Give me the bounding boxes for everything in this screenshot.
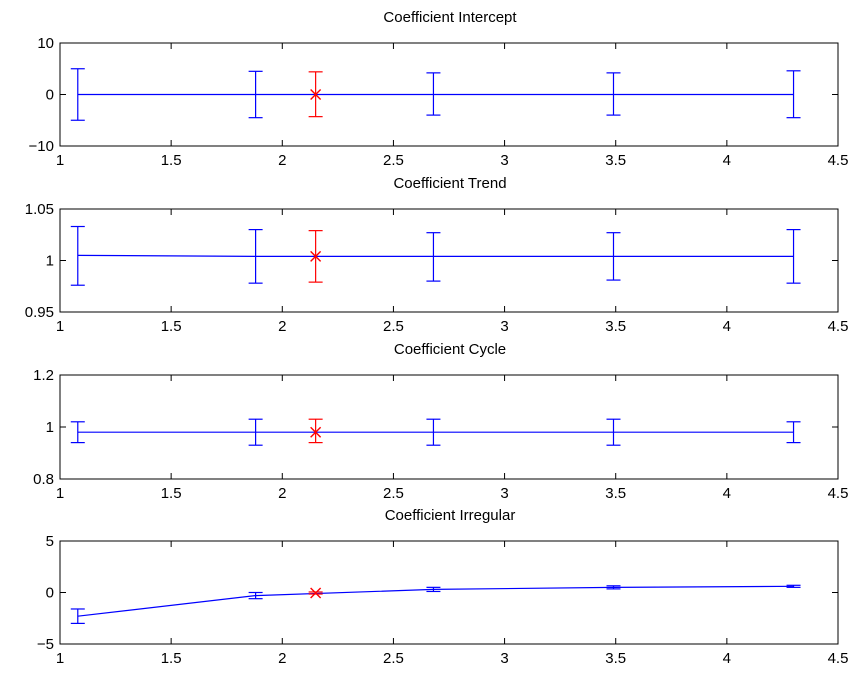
x-tick-label: 2	[278, 318, 286, 335]
x-tick-label: 3.5	[605, 650, 626, 667]
x-tick-label: 1.5	[161, 318, 182, 335]
y-tick-label: 0	[46, 585, 54, 602]
y-tick-label: 10	[37, 35, 54, 52]
error-bar	[606, 72, 621, 116]
x-tick-label: 4	[723, 152, 731, 169]
x-tick-label: 4	[723, 650, 731, 667]
y-tick-label: 1.05	[25, 201, 54, 218]
highlight-marker	[310, 89, 322, 100]
x-tick-label: 1	[56, 485, 64, 502]
highlight-point	[308, 71, 323, 118]
error-bar	[606, 232, 621, 281]
y-tick-label: −10	[29, 138, 54, 155]
x-tick-label: 3	[500, 650, 508, 667]
subplot-title: Coefficient Irregular	[385, 507, 516, 524]
x-tick-label: 2	[278, 650, 286, 667]
y-tick-label: −5	[37, 636, 54, 653]
error-bar	[248, 418, 263, 446]
error-bar	[786, 229, 801, 284]
error-bar	[426, 586, 441, 593]
error-bar	[70, 421, 85, 444]
error-bar	[70, 225, 85, 286]
axes-box	[59, 208, 839, 313]
highlight-point	[308, 418, 323, 444]
error-bar	[248, 229, 263, 284]
x-tick-label: 4.5	[828, 152, 849, 169]
x-tick-label: 2.5	[383, 650, 404, 667]
x-tick-label: 4.5	[828, 318, 849, 335]
error-bar	[426, 418, 441, 446]
x-tick-label: 1.5	[161, 650, 182, 667]
series-line	[77, 585, 794, 617]
x-tick-label: 4	[723, 485, 731, 502]
subplot-title: Coefficient Cycle	[394, 341, 506, 358]
error-bar	[426, 72, 441, 116]
highlight-marker	[310, 250, 322, 262]
series-line	[77, 254, 794, 257]
x-tick-label: 1	[56, 152, 64, 169]
highlight-marker	[310, 587, 322, 599]
error-bar	[70, 68, 85, 121]
error-bar	[606, 418, 621, 446]
x-tick-label: 3.5	[605, 318, 626, 335]
subplot-irregular: Coefficient Irregular 1 1.5 2 2.5 3 3.5 4 4.5 −5…	[37, 507, 849, 667]
x-tick-label: 2	[278, 152, 286, 169]
subplot-cycle: Coefficient Cycle 1 1.5 2 2.5 3 3.5 4 4.50.811.…	[33, 341, 848, 502]
y-tick-label: 1	[46, 253, 54, 270]
x-tick-label: 1	[56, 650, 64, 667]
x-tick-label: 4	[723, 318, 731, 335]
axes-box	[59, 540, 839, 645]
x-tick-label: 2.5	[383, 318, 404, 335]
x-tick-label: 2.5	[383, 152, 404, 169]
subplot-intercept: Coefficient Intercept 1 1.5 2 2.5 3 3.5 4 4.5 −1…	[29, 9, 849, 169]
error-bar	[786, 584, 801, 588]
highlight-point	[308, 587, 323, 599]
x-tick-label: 1.5	[161, 485, 182, 502]
y-tick-label: 1.2	[33, 367, 54, 384]
error-bar	[248, 591, 263, 600]
x-tick-label: 4.5	[828, 650, 849, 667]
x-tick-label: 3	[500, 152, 508, 169]
y-tick-label: 0	[46, 87, 54, 104]
y-tick-label: 1	[46, 419, 54, 436]
x-tick-label: 1	[56, 318, 64, 335]
x-tick-label: 3	[500, 318, 508, 335]
x-tick-label: 2	[278, 485, 286, 502]
error-bar	[606, 585, 621, 590]
y-tick-label: 0.95	[25, 304, 54, 321]
error-bar	[248, 70, 263, 119]
y-tick-label: 5	[46, 533, 54, 550]
error-bar	[786, 421, 801, 444]
x-tick-label: 3.5	[605, 485, 626, 502]
axes-box	[59, 374, 839, 480]
x-tick-label: 1.5	[161, 152, 182, 169]
subplot-title: Coefficient Trend	[393, 175, 506, 192]
x-tick-label: 3.5	[605, 152, 626, 169]
subplot-trend: Coefficient Trend 1 1.5 2 2.5 3 3.5 4 4.50.9511…	[25, 175, 849, 335]
highlight-point	[308, 230, 323, 283]
error-bar	[786, 70, 801, 119]
error-bar	[426, 232, 441, 282]
x-tick-label: 4.5	[828, 485, 849, 502]
x-tick-label: 3	[500, 485, 508, 502]
subplot-title: Coefficient Intercept	[383, 9, 517, 26]
x-tick-label: 2.5	[383, 485, 404, 502]
y-tick-label: 0.8	[33, 471, 54, 488]
highlight-marker	[310, 426, 322, 438]
error-bar	[70, 608, 85, 625]
